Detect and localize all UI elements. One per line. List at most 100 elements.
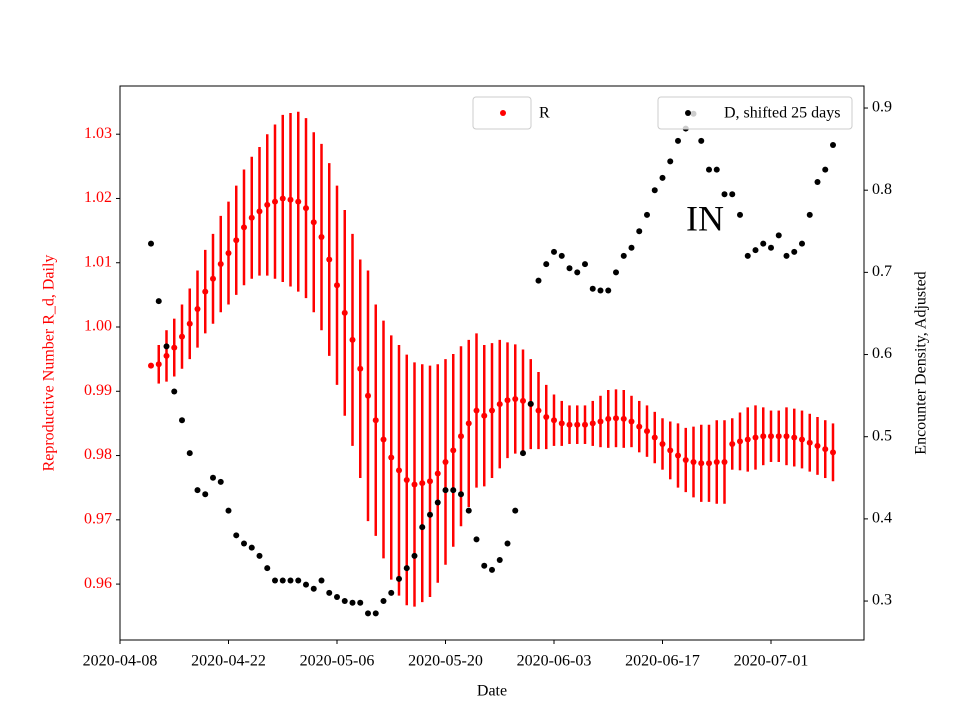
data-point: [380, 436, 387, 443]
y-tick-label: 0.98: [84, 446, 112, 463]
legend-box: [657, 96, 853, 130]
data-point: [318, 577, 325, 584]
x-tick-label: 2020-04-22: [191, 653, 266, 670]
y-axis-label: Reproductive Number R_d, Daily: [41, 255, 58, 472]
data-point: [558, 252, 565, 259]
data-point: [163, 352, 170, 359]
data-point: [194, 487, 201, 494]
data-point: [667, 447, 674, 454]
data-point: [628, 244, 635, 251]
data-point: [613, 269, 619, 276]
data-point: [272, 577, 278, 584]
data-point: [520, 450, 526, 457]
data-point: [365, 610, 371, 617]
data-point: [179, 417, 185, 424]
y2-tick-label: 0.6: [872, 345, 892, 362]
data-point: [365, 392, 371, 399]
data-point: [186, 450, 193, 457]
data-point: [644, 211, 650, 218]
data-point: [202, 491, 209, 498]
data-point: [396, 467, 402, 474]
data-point: [799, 240, 805, 247]
data-point: [295, 198, 302, 205]
data-point: [264, 201, 271, 208]
data-point: [272, 198, 278, 205]
data-point: [465, 420, 472, 427]
data-point: [171, 344, 178, 351]
data-point: [744, 436, 751, 443]
data-point: [303, 581, 309, 588]
data-point: [806, 439, 813, 446]
data-point: [473, 407, 480, 414]
data-point: [427, 511, 433, 518]
data-point: [582, 261, 588, 268]
data-point: [504, 397, 511, 404]
data-point: [155, 298, 162, 305]
data-point: [458, 433, 464, 440]
data-point: [210, 275, 216, 282]
data-point: [783, 433, 790, 440]
data-point: [543, 413, 550, 420]
data-point: [566, 265, 573, 272]
data-point: [186, 320, 193, 327]
data-point: [636, 423, 643, 430]
x-tick-label: 2020-04-08: [83, 653, 158, 670]
data-point: [713, 458, 720, 465]
data-point: [744, 252, 751, 259]
data-point: [822, 446, 829, 453]
data-point: [620, 252, 627, 259]
data-point: [651, 187, 658, 194]
data-point: [628, 418, 635, 425]
data-point: [148, 362, 154, 369]
x-tick-label: 2020-06-03: [517, 653, 592, 670]
data-point: [613, 415, 619, 422]
data-point: [698, 460, 705, 467]
data-point: [148, 240, 154, 247]
data-point: [411, 552, 418, 559]
data-point: [372, 417, 379, 424]
y2-tick-label: 0.8: [872, 181, 892, 198]
data-point: [357, 365, 364, 372]
data-point: [737, 438, 743, 445]
data-point: [427, 478, 433, 485]
data-point: [256, 208, 263, 215]
data-point: [210, 474, 216, 481]
data-point: [806, 211, 813, 218]
data-point: [713, 166, 720, 173]
data-point: [434, 470, 441, 477]
data-point: [768, 433, 774, 440]
data-point: [458, 491, 464, 498]
data-point: [233, 237, 240, 244]
data-point: [411, 481, 418, 488]
data-point: [233, 532, 240, 539]
data-point: [349, 599, 356, 606]
data-point: [651, 434, 658, 441]
data-point: [295, 577, 302, 584]
y-tick-label: 1.02: [84, 189, 112, 206]
data-point: [783, 252, 790, 259]
data-point: [372, 610, 379, 617]
data-point: [814, 178, 821, 185]
data-point: [520, 397, 526, 404]
data-point: [605, 415, 612, 422]
plot-frame: [119, 85, 865, 641]
data-point: [659, 440, 666, 447]
data-point: [248, 544, 255, 551]
legend-marker: [685, 110, 691, 116]
data-point: [729, 440, 736, 447]
y2-axis-label: Encounter Density, Adjusted: [913, 271, 930, 454]
y2-tick-label: 0.7: [872, 263, 892, 280]
data-point: [558, 420, 565, 427]
data-point: [698, 137, 705, 144]
data-point: [202, 288, 209, 295]
data-point: [179, 333, 185, 340]
data-point: [194, 306, 201, 313]
data-point: [527, 400, 534, 407]
data-point: [752, 434, 759, 441]
data-point: [791, 248, 798, 255]
data-point: [512, 507, 519, 514]
data-point: [551, 417, 557, 424]
data-point: [303, 205, 309, 212]
data-point: [667, 158, 674, 165]
